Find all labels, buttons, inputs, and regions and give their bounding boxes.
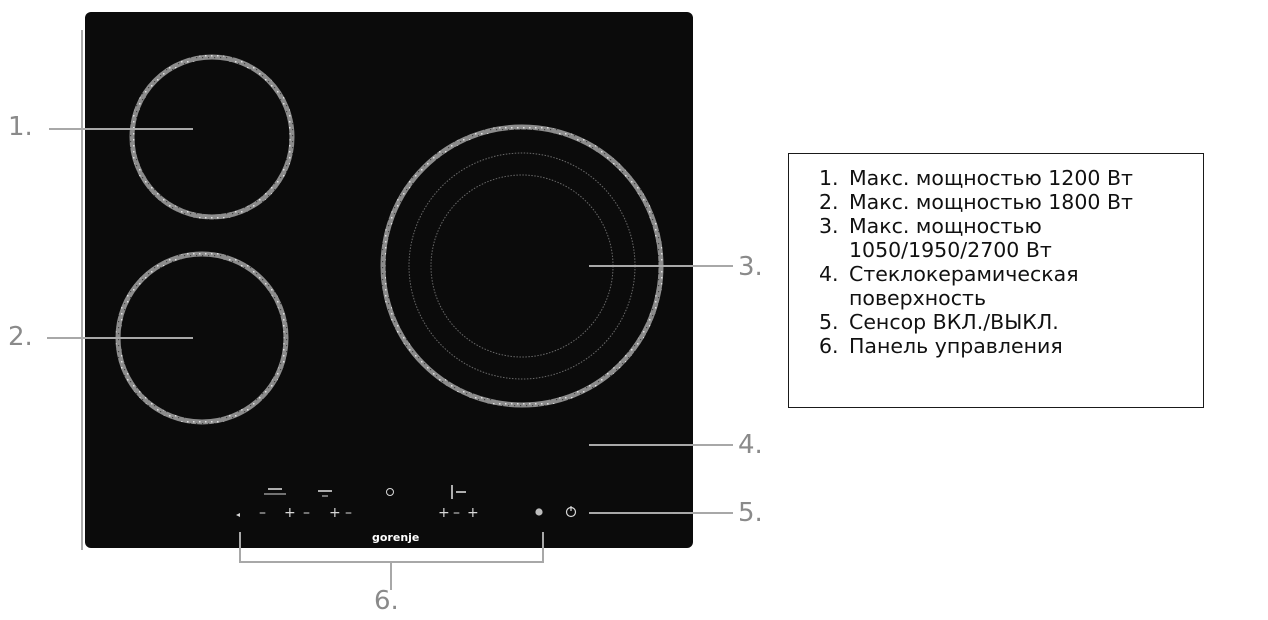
control-symbols-row: [264, 485, 466, 499]
lock-icon[interactable]: [236, 513, 240, 517]
legend-list: 1. Макс. мощностью 1200 Вт 2. Макс. мощн…: [789, 166, 1203, 358]
callout-5: 5.: [738, 498, 763, 528]
legend-item-text: Макс. мощностью 1800 Вт: [849, 190, 1133, 214]
minus-button-4[interactable]: –: [453, 505, 460, 521]
legend-item-number: 1.: [819, 166, 839, 190]
legend-item-text: Макс. мощностью 1050/1950/2700 Вт: [849, 214, 1052, 262]
legend-item: 1. Макс. мощностью 1200 Вт: [789, 166, 1203, 190]
callout-4: 4.: [738, 430, 763, 460]
legend-item-number: 4.: [819, 262, 839, 286]
plus-button-3[interactable]: +: [438, 505, 450, 521]
legend-item-number: 3.: [819, 214, 839, 238]
minus-button-2[interactable]: –: [303, 505, 310, 521]
legend-item-text: Сенсор ВКЛ./ВЫКЛ.: [849, 310, 1059, 334]
legend-item-text: Макс. мощностью 1200 Вт: [849, 166, 1133, 190]
leader-lines: [47, 128, 733, 590]
minus-button-3[interactable]: –: [345, 505, 352, 521]
plus-button-2[interactable]: +: [329, 505, 341, 521]
legend-item-text: Стеклокерамическая поверхность: [849, 262, 1079, 310]
plus-button-1[interactable]: +: [284, 505, 296, 521]
callout-2: 2.: [8, 322, 33, 352]
indicator-dot: [535, 508, 543, 516]
plus-button-4[interactable]: +: [467, 505, 479, 521]
legend-item: 6. Панель управления: [789, 334, 1203, 358]
legend-item: 5. Сенсор ВКЛ./ВЫКЛ.: [789, 310, 1203, 334]
legend-item: 4. Стеклокерамическая поверхность: [789, 262, 1203, 310]
power-icon[interactable]: [565, 506, 577, 518]
callout-3: 3.: [738, 252, 763, 282]
legend-item: 2. Макс. мощностью 1800 Вт: [789, 190, 1203, 214]
callout-6: 6.: [374, 586, 399, 616]
control-buttons-row[interactable]: – + – + – + – +: [236, 505, 577, 521]
legend-item-text: Панель управления: [849, 334, 1063, 358]
legend-item-number: 5.: [819, 310, 839, 334]
legend-item-number: 2.: [819, 190, 839, 214]
legend-item: 3. Макс. мощностью 1050/1950/2700 Вт: [789, 214, 1203, 262]
brand-logo: gorenje: [372, 531, 419, 544]
glass-ceramic-surface: [85, 12, 693, 548]
legend-box: 1. Макс. мощностью 1200 Вт 2. Макс. мощн…: [788, 153, 1204, 408]
burner-1-ring: [129, 54, 295, 220]
minus-button-1[interactable]: –: [259, 505, 266, 521]
callout-1: 1.: [8, 112, 33, 142]
legend-item-number: 6.: [819, 334, 839, 358]
